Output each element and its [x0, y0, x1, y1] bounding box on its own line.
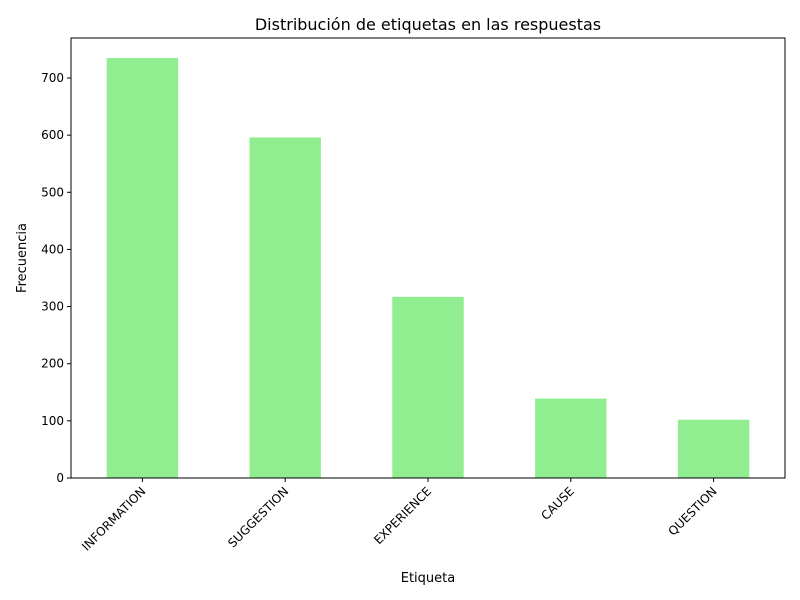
bar-experience	[392, 296, 464, 478]
x-tick-label: SUGGESTION	[225, 484, 291, 550]
y-tick-label: 500	[41, 185, 64, 199]
bar-suggestion	[249, 137, 321, 478]
y-tick-label: 300	[41, 300, 64, 314]
y-tick-label: 400	[41, 242, 64, 256]
x-axis-ticks: INFORMATION SUGGESTION EXPERIENCE CAUSE QUES…	[79, 478, 720, 554]
chart-title: Distribución de etiquetas en las respues…	[255, 15, 601, 34]
x-tick-label: EXPERIENCE	[371, 484, 434, 547]
bars-layer	[106, 58, 750, 478]
y-tick-label: 0	[56, 471, 64, 485]
y-tick-label: 600	[41, 128, 64, 142]
bar-information	[106, 58, 179, 478]
x-tick-label: QUESTION	[665, 484, 719, 538]
bar-question	[677, 419, 750, 478]
y-axis-label: Frecuencia	[15, 223, 30, 293]
x-tick-label: CAUSE	[538, 484, 577, 523]
x-tick-label: INFORMATION	[79, 484, 148, 553]
y-tick-label: 100	[41, 414, 64, 428]
y-axis-ticks: 0 100 200 300 400 500 600 700	[41, 71, 71, 485]
bar-cause	[535, 398, 607, 478]
x-axis-label: Etiqueta	[401, 571, 455, 586]
y-tick-label: 700	[41, 71, 64, 85]
y-tick-label: 200	[41, 357, 64, 371]
